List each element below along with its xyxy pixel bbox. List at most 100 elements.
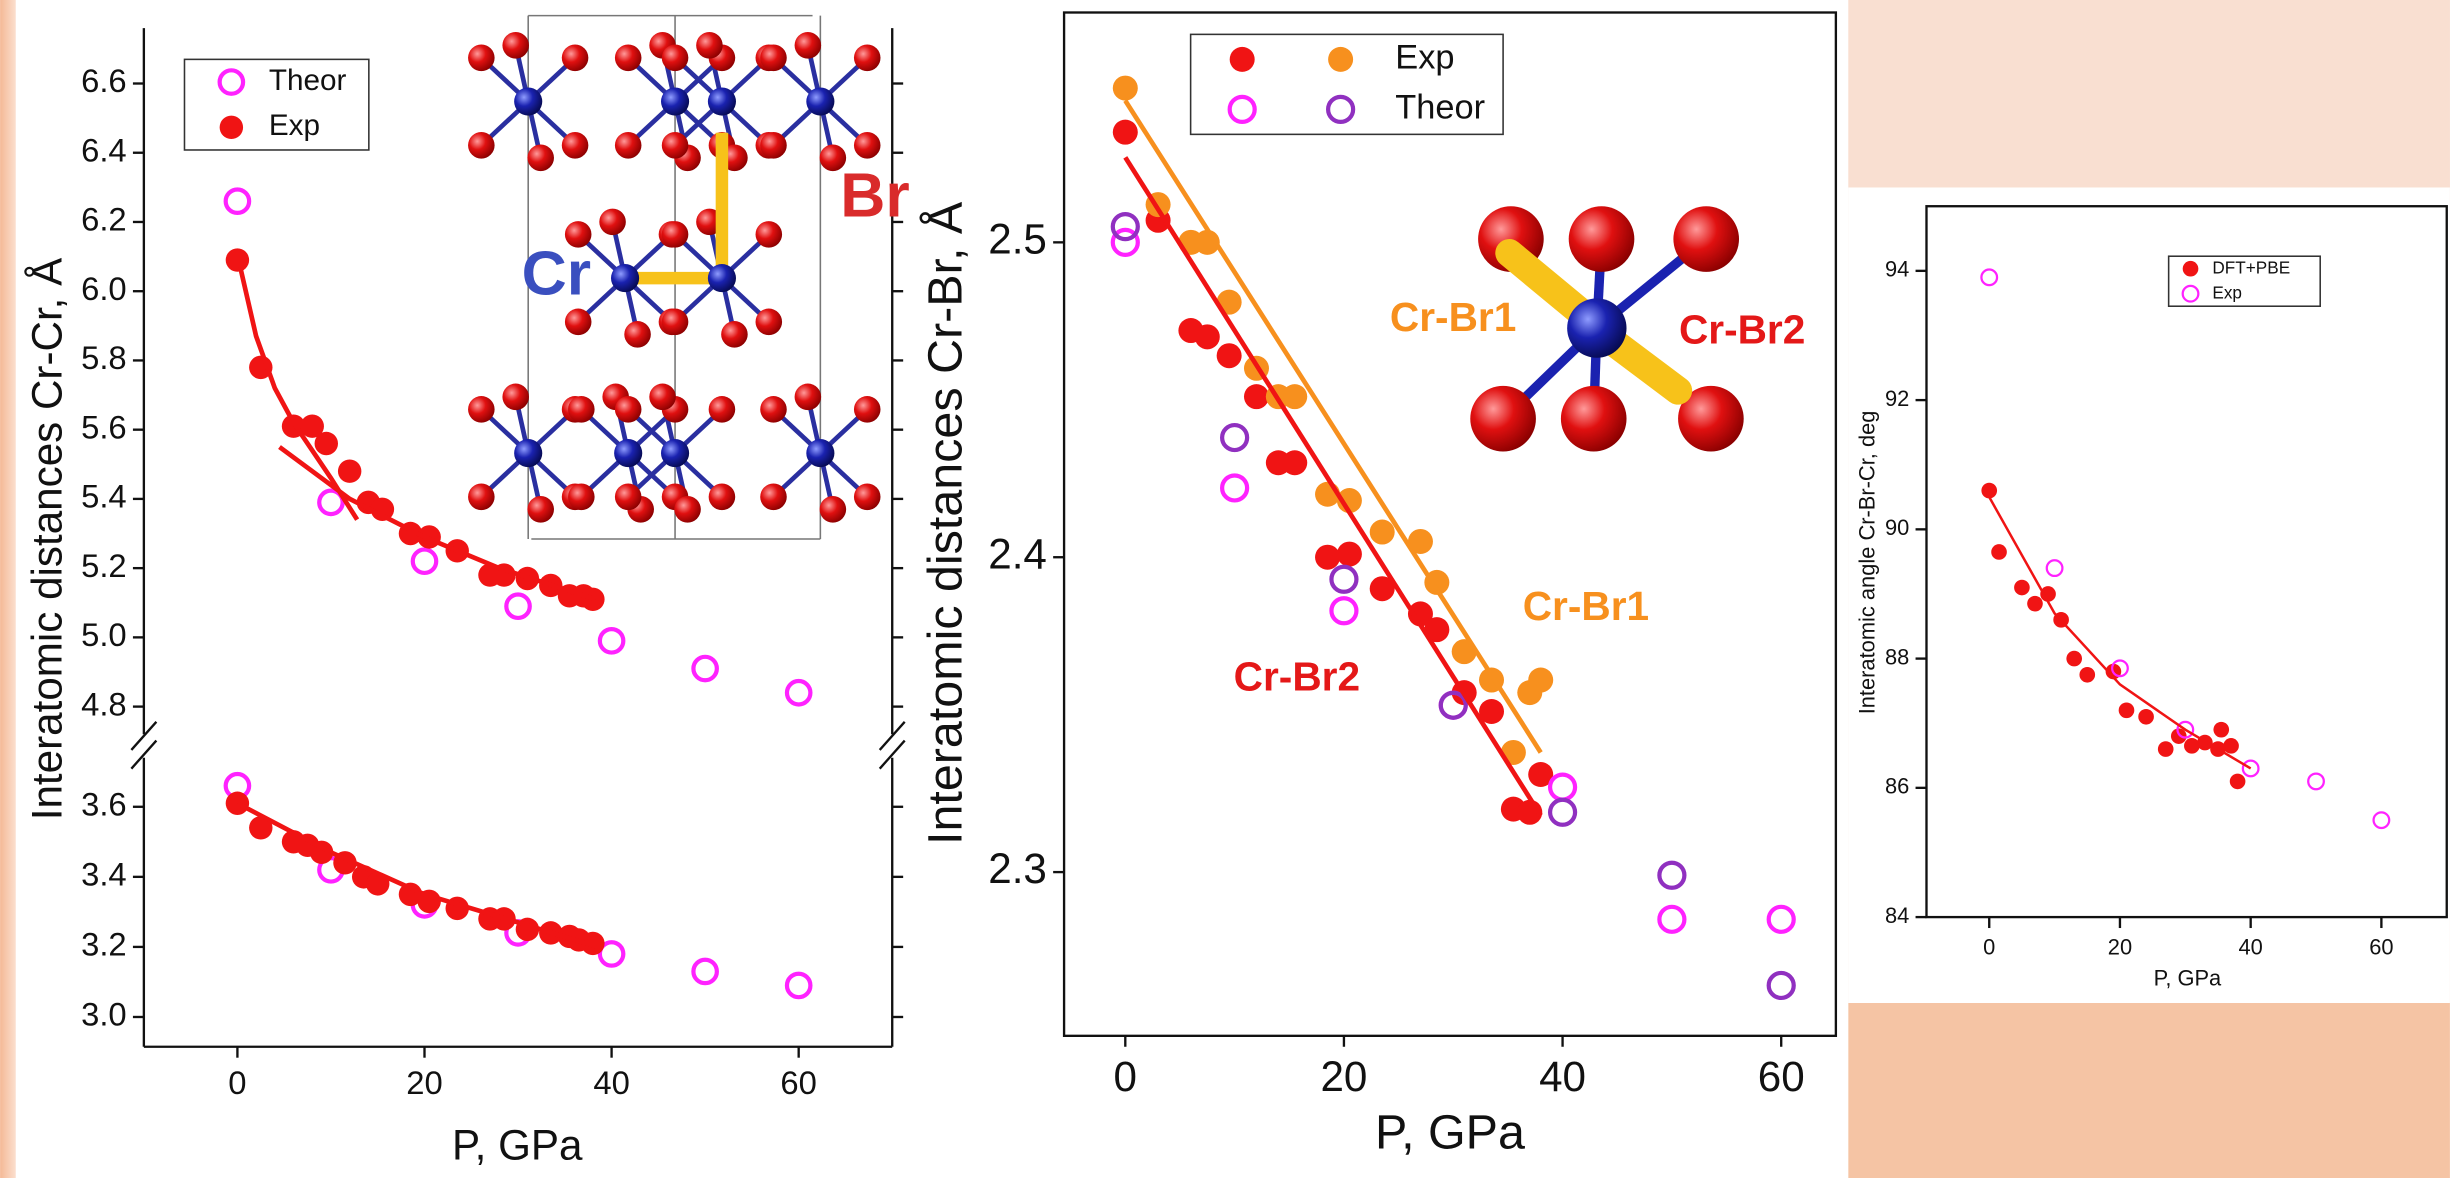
legend-label: Exp xyxy=(2212,282,2242,302)
data-point xyxy=(1528,761,1554,787)
data-point xyxy=(2118,702,2135,719)
data-point xyxy=(2213,721,2230,738)
fit-line xyxy=(236,801,599,950)
cr-atom xyxy=(514,87,543,116)
y-tick-label: 86 xyxy=(1885,774,1909,799)
y-tick-label: 5.2 xyxy=(81,547,127,584)
fit-line xyxy=(237,266,360,521)
legend-marker xyxy=(1326,94,1356,124)
br-atom xyxy=(853,483,881,511)
legend-label: Theor xyxy=(1395,88,1485,126)
br-atom xyxy=(527,496,554,523)
data-point xyxy=(300,414,324,438)
x-tick-label: 40 xyxy=(593,1064,629,1101)
data-point xyxy=(1216,343,1242,369)
data-point xyxy=(1243,384,1269,410)
br-atom xyxy=(502,32,529,59)
data-point xyxy=(1424,617,1450,643)
y-tick-label: 3.6 xyxy=(81,785,127,822)
y-tick-label: 5.8 xyxy=(81,339,127,376)
data-point xyxy=(2079,666,2096,683)
data-point xyxy=(504,592,532,621)
break-mark xyxy=(878,721,906,751)
br-atom xyxy=(468,483,495,511)
legend-marker xyxy=(217,68,246,96)
y-tick-label: 5.6 xyxy=(81,408,127,445)
br-atom xyxy=(853,396,881,423)
x-axis-label: P, GPa xyxy=(1375,1106,1525,1160)
data-point xyxy=(2045,559,2064,578)
cr-atom xyxy=(806,439,835,468)
y-tick-label: 6.2 xyxy=(81,201,127,238)
data-point xyxy=(1220,422,1250,453)
fit-line xyxy=(1123,156,1543,817)
data-point xyxy=(225,791,250,815)
y-tick-label: 2.3 xyxy=(988,845,1047,892)
br-atom xyxy=(661,44,689,72)
br-atom xyxy=(527,144,554,172)
data-point xyxy=(1766,904,1796,934)
br-atom xyxy=(614,132,642,159)
br-atom xyxy=(561,132,589,159)
data-point xyxy=(2372,811,2391,830)
cr-atom xyxy=(660,439,690,468)
annotation: Cr-Br1 xyxy=(1390,294,1516,340)
y-tick-label: 4.8 xyxy=(81,685,127,722)
data-point xyxy=(410,547,439,576)
br-atom xyxy=(760,483,787,511)
y-tick-label: 6.6 xyxy=(81,62,127,99)
data-point xyxy=(1657,904,1687,934)
data-point xyxy=(691,654,719,683)
y-tick-label: 92 xyxy=(1885,386,1909,411)
br-atom xyxy=(614,44,642,72)
data-point xyxy=(225,248,250,272)
legend-marker xyxy=(2181,284,2200,303)
data-point xyxy=(1336,541,1362,567)
data-point xyxy=(1981,482,1998,499)
br-atom xyxy=(721,321,748,348)
data-point xyxy=(223,187,252,216)
break-mark xyxy=(130,739,158,770)
br-atom xyxy=(649,383,676,411)
br-atom xyxy=(760,396,787,423)
data-point xyxy=(2040,586,2056,602)
break-mark xyxy=(878,739,906,770)
br-atom xyxy=(1678,385,1744,452)
x-axis-label: P, GPa xyxy=(2154,965,2222,990)
br-atom xyxy=(468,132,495,159)
x-tick-label: 60 xyxy=(780,1064,816,1101)
y-axis-label: Interatomic distances Cr-Br, Å xyxy=(918,201,972,845)
cr-atom xyxy=(514,439,543,468)
br-atom xyxy=(853,132,881,159)
plot-frame xyxy=(1062,11,1838,1037)
x-tick-label: 0 xyxy=(1114,1053,1137,1100)
br-atom xyxy=(1470,385,1536,452)
data-point xyxy=(691,957,719,986)
legend-label: Exp xyxy=(269,109,320,142)
data-point xyxy=(1282,450,1308,476)
x-axis-label: P, GPa xyxy=(452,1121,583,1168)
x-tick-label: 60 xyxy=(1758,1053,1805,1100)
axis-break xyxy=(130,721,906,770)
y-tick-label: 5.4 xyxy=(81,478,127,515)
data-point xyxy=(314,431,338,456)
br-atom xyxy=(760,44,787,72)
legend-label: DFT+PBE xyxy=(2212,257,2290,277)
fit-line xyxy=(1988,496,2252,770)
cr-atom xyxy=(611,264,640,293)
y-tick-label: 84 xyxy=(1885,903,1909,928)
br-atom xyxy=(794,32,822,59)
background-bottom-right xyxy=(1848,1003,2450,1178)
data-point xyxy=(1315,544,1341,570)
br-atom xyxy=(661,132,689,159)
panel-right xyxy=(1848,187,2450,1004)
br-atom xyxy=(755,221,783,248)
y-tick-label: 88 xyxy=(1885,644,1909,669)
data-point xyxy=(2027,595,2043,612)
data-point xyxy=(249,816,273,840)
data-point xyxy=(1112,119,1138,145)
br-atom xyxy=(624,321,651,348)
br-atom xyxy=(819,496,847,523)
